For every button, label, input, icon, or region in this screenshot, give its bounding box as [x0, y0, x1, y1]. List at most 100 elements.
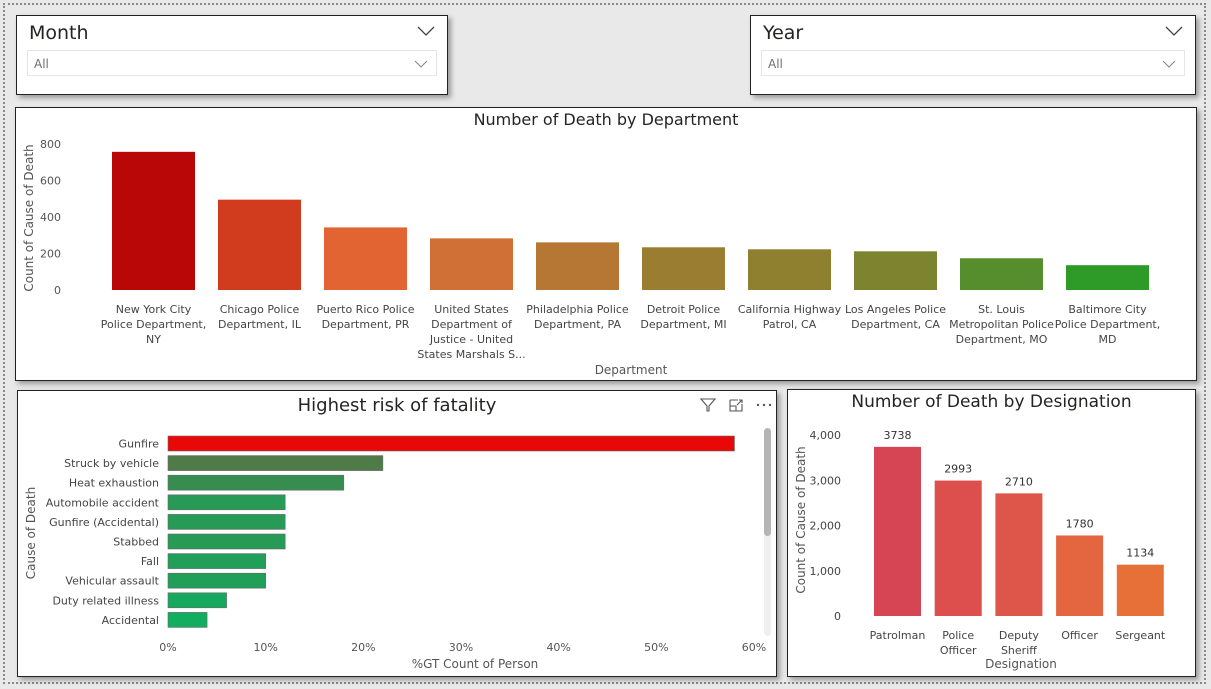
y-tick-label: Duty related illness — [52, 594, 159, 607]
fatality-bar[interactable] — [167, 455, 384, 471]
y-axis-title: Cause of Death — [24, 487, 38, 579]
department-bar[interactable] — [218, 199, 301, 290]
fatality-chart: Cause of Death %GT Count of Person Gunfi… — [24, 435, 766, 671]
department-bar[interactable] — [430, 238, 513, 290]
month-slicer: Month All — [16, 15, 448, 95]
fatality-bar[interactable] — [167, 553, 266, 569]
report-canvas — [3, 3, 1206, 684]
chevron-down-icon — [414, 60, 428, 68]
fatality-bar[interactable] — [167, 592, 227, 609]
x-tick-label: 30% — [449, 641, 473, 654]
x-tick-label: Officer — [1061, 629, 1098, 642]
designation-bar[interactable] — [995, 493, 1043, 616]
y-axis-title: Count of Cause of Death — [22, 144, 36, 291]
scrollbar-thumb[interactable] — [764, 428, 771, 536]
department-bar[interactable] — [324, 227, 407, 290]
y-tick-label: Automobile accident — [46, 496, 160, 509]
x-tick-label: Chicago Police Department, IL — [218, 303, 302, 331]
x-tick-label: St. Louis Metropolitan Police Department, … — [949, 303, 1054, 346]
x-tick-label: Los Angeles Police Department, CA — [845, 303, 946, 331]
x-tick-label: United States Department of Justice - Unit… — [417, 303, 525, 361]
y-tick-label: 200 — [40, 248, 61, 261]
fatality-bar[interactable] — [167, 572, 266, 589]
year-dropdown[interactable]: All — [761, 50, 1185, 76]
year-dropdown-value: All — [768, 57, 783, 71]
x-tick-label: 50% — [644, 641, 668, 654]
y-tick-label: 0 — [834, 610, 841, 623]
data-label: 3738 — [884, 429, 912, 442]
designation-chart-title: Number of Death by Designation — [851, 392, 1132, 412]
chevron-down-icon[interactable] — [1165, 24, 1183, 38]
fatality-chart-card[interactable]: Highest risk of fatality Cause of Death … — [17, 390, 777, 677]
y-tick-label: 0 — [54, 284, 61, 297]
x-tick-label: 0% — [159, 641, 176, 654]
month-dropdown[interactable]: All — [27, 50, 437, 76]
fatality-bar[interactable] — [167, 435, 735, 452]
focus-mode-icon[interactable] — [727, 397, 745, 413]
x-tick-label: 20% — [351, 641, 375, 654]
y-tick-label: Fall — [141, 555, 159, 568]
designation-chart-card[interactable]: Number of Death by Designation Count of … — [787, 389, 1196, 677]
year-slicer: Year All — [750, 15, 1196, 95]
y-tick-label: 3,000 — [810, 474, 842, 487]
y-tick-label: Struck by vehicle — [64, 457, 159, 470]
department-bar[interactable] — [112, 151, 195, 290]
data-label: 1780 — [1066, 517, 1094, 530]
y-axis-title: Count of Cause of Death — [794, 446, 808, 593]
fatality-bar[interactable] — [167, 514, 286, 530]
y-tick-label: Gunfire — [119, 438, 160, 451]
filter-icon[interactable] — [699, 397, 717, 413]
data-label: 1134 — [1126, 547, 1154, 560]
department-bar[interactable] — [1066, 265, 1149, 290]
data-label: 2710 — [1005, 475, 1033, 488]
x-tick-label: Deputy Sheriff — [999, 629, 1040, 657]
x-tick-label: Sergeant — [1115, 629, 1166, 642]
department-bar[interactable] — [748, 249, 831, 290]
y-tick-label: 2,000 — [810, 520, 842, 533]
fatality-chart-title: Highest risk of fatality — [297, 395, 497, 416]
fatality-bar[interactable] — [167, 533, 286, 550]
y-tick-label: Stabbed — [113, 536, 159, 549]
department-chart-title: Number of Death by Department — [473, 110, 739, 129]
designation-chart: Count of Cause of Death Designation 0 1,0… — [794, 429, 1166, 671]
department-bar[interactable] — [960, 258, 1043, 290]
y-tick-label: Accidental — [102, 614, 159, 627]
more-options-icon[interactable] — [755, 397, 773, 413]
y-tick-label: 1,000 — [810, 565, 842, 578]
designation-bar[interactable] — [874, 446, 921, 616]
x-tick-label: Puerto Rico Police Department, PR — [316, 303, 414, 331]
data-label: 2993 — [944, 463, 972, 476]
x-axis-title: Designation — [985, 657, 1057, 671]
department-bar[interactable] — [854, 251, 937, 290]
y-tick-label: Vehicular assault — [65, 575, 159, 588]
designation-bar[interactable] — [1116, 564, 1164, 616]
designation-bar[interactable] — [934, 480, 982, 616]
chevron-down-icon — [1162, 60, 1176, 68]
y-tick-label: 4,000 — [810, 429, 842, 442]
x-tick-label: Philadelphia Police Department, PA — [526, 303, 629, 331]
chevron-down-icon[interactable] — [417, 24, 435, 38]
x-axis-title: Department — [595, 363, 668, 377]
month-dropdown-value: All — [34, 57, 49, 71]
year-slicer-title: Year — [763, 22, 804, 44]
y-tick-label: Gunfire (Accidental) — [49, 516, 159, 529]
fatality-bar[interactable] — [167, 612, 208, 628]
department-chart: Count of Cause of Death Department 0 200 4… — [22, 138, 1160, 377]
x-tick-label: 10% — [253, 641, 277, 654]
department-chart-card[interactable]: Number of Death by Department Count of C… — [15, 107, 1197, 381]
department-bar[interactable] — [642, 247, 725, 290]
department-bar[interactable] — [536, 242, 619, 290]
x-tick-label: Patrolman — [870, 629, 926, 642]
y-tick-label: Heat exhaustion — [69, 477, 159, 490]
vertical-scrollbar[interactable] — [764, 428, 771, 636]
y-tick-label: 800 — [40, 138, 61, 151]
fatality-bar[interactable] — [167, 474, 345, 491]
designation-bar[interactable] — [1056, 535, 1104, 616]
fatality-bar[interactable] — [167, 494, 286, 511]
x-tick-label: Police Officer — [940, 629, 977, 657]
x-tick-label: 40% — [546, 641, 570, 654]
x-axis-title: %GT Count of Person — [412, 657, 539, 671]
x-tick-label: 60% — [742, 641, 766, 654]
x-tick-label: Detroit Police Department, MI — [640, 303, 726, 331]
y-tick-label: 600 — [40, 175, 61, 188]
